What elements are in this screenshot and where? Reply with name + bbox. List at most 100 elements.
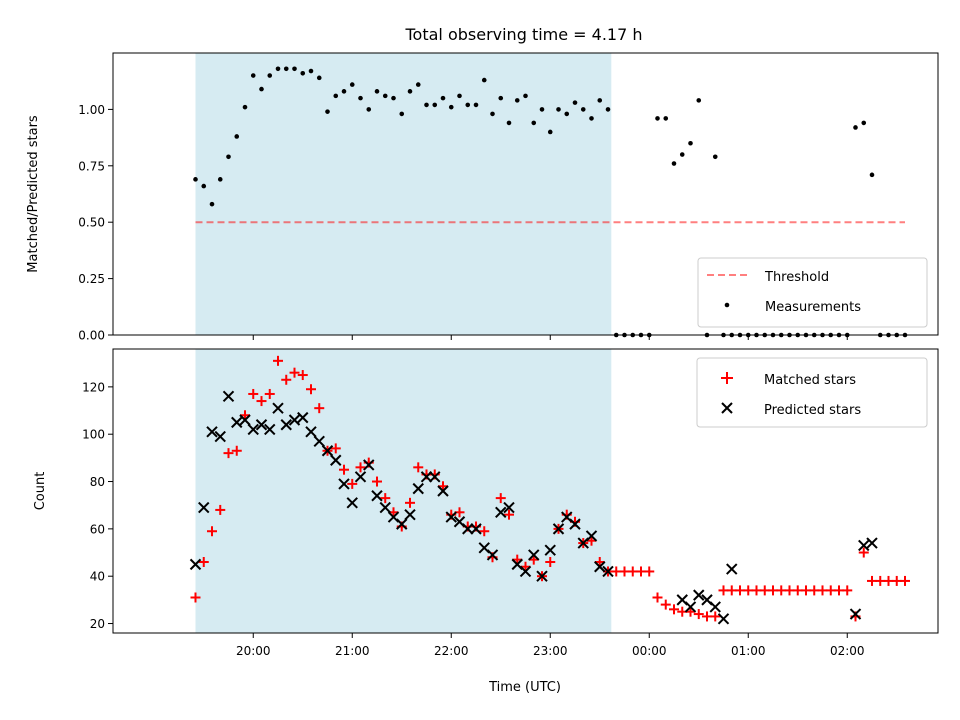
predicted-star-point — [313, 435, 325, 448]
bottom-y-tick-label: 20 — [90, 617, 105, 631]
matched-star-point — [380, 493, 391, 504]
matched-star-point — [264, 388, 275, 399]
bottom-x-tick-label: 23:00 — [533, 644, 568, 658]
matched-star-point — [858, 547, 869, 558]
predicted-star-point — [404, 508, 416, 521]
matched-star-point — [413, 462, 424, 473]
matched-star-point — [660, 599, 671, 610]
top-observing-window — [195, 53, 612, 335]
matched-star-point — [644, 566, 655, 577]
top-y-tick-label: 0.75 — [78, 159, 105, 173]
bottom-x-tick-label: 01:00 — [731, 644, 766, 658]
measurement-point — [333, 93, 339, 99]
predicted-star-point — [239, 414, 251, 426]
legend-matched-label: Matched stars — [764, 373, 856, 388]
bottom-x-tick-label: 00:00 — [632, 644, 667, 658]
predicted-star-point — [346, 497, 358, 509]
top-y-tick-label: 1.00 — [78, 103, 105, 117]
predicted-star-point — [437, 485, 449, 497]
bottom-x-tick-label: 02:00 — [830, 644, 865, 658]
measurement-point — [358, 95, 363, 101]
measurement-point — [589, 116, 594, 121]
matched-star-point — [842, 585, 853, 596]
measurement-point — [679, 152, 685, 157]
matched-star-point — [372, 476, 382, 487]
predicted-star-point — [594, 561, 606, 573]
measurement-point — [201, 183, 207, 189]
predicted-star-point — [206, 426, 218, 438]
measurement-point — [514, 98, 520, 103]
predicted-star-point — [288, 414, 301, 426]
predicted-star-point — [866, 537, 878, 549]
predicted-star-point — [858, 539, 870, 552]
matched-star-point — [198, 557, 209, 567]
predicted-star-point — [429, 471, 441, 483]
predicted-star-point — [684, 601, 697, 613]
matched-star-point — [330, 443, 341, 454]
predicted-star-point — [330, 454, 342, 466]
top-legend: Threshold Measurements — [697, 257, 928, 328]
measurement-point — [572, 100, 578, 105]
predicted-star-point — [198, 501, 210, 514]
predicted-star-point — [305, 426, 317, 438]
matched-star-point — [652, 592, 663, 603]
measurement-point — [712, 154, 718, 160]
predicted-star-point — [247, 423, 259, 436]
matched-star-point — [355, 462, 366, 473]
measurement-point — [366, 107, 372, 112]
measurement-point — [688, 140, 693, 146]
matched-star-point — [273, 355, 283, 366]
measurement-point — [531, 120, 537, 126]
matched-star-point — [479, 526, 490, 537]
top-panel: 0.00 0.25 0.50 0.75 1.00 Matched/Predicted s… — [26, 52, 939, 343]
measurement-point — [432, 102, 438, 108]
bottom-y-ticks: 20 40 60 80 100 120 — [82, 380, 113, 631]
measurement-point — [217, 177, 223, 182]
predicted-star-point — [371, 490, 383, 502]
predicted-star-point — [231, 416, 243, 429]
predicted-star-point — [462, 523, 474, 535]
predicted-star-point — [445, 511, 457, 523]
matched-star-point — [306, 384, 316, 395]
predicted-star-point — [354, 471, 367, 483]
measurement-point — [209, 201, 215, 207]
measurement-point — [391, 95, 396, 101]
matched-star-point — [223, 448, 234, 459]
measurement-point — [316, 75, 322, 81]
bottom-panel: 20 40 60 80 100 120 20:00 21:00 22:00 23:00 00:00… — [33, 348, 939, 695]
top-y-tick-label: 0.50 — [78, 216, 105, 230]
bottom-axes-frame — [112, 348, 939, 634]
measurement-point — [407, 89, 413, 94]
matched-star-point — [347, 478, 358, 489]
legend-matched-swatch — [721, 372, 733, 384]
measurement-point — [498, 95, 504, 101]
measurement-point — [424, 102, 429, 108]
matched-star-point — [669, 604, 679, 615]
predicted-star-point — [280, 419, 292, 431]
predicted-star-point — [709, 601, 721, 613]
measurement-point — [448, 104, 454, 110]
measurement-point — [399, 111, 405, 117]
matched-star-point — [495, 493, 506, 504]
predicted-stars-series — [189, 390, 878, 625]
predicted-star-point — [470, 523, 482, 535]
bottom-x-tick-label: 22:00 — [434, 644, 469, 658]
matched-star-point — [504, 509, 514, 520]
matched-star-point — [207, 526, 217, 537]
predicted-star-point — [255, 419, 268, 431]
legend-predicted-label: Predicted stars — [764, 403, 861, 418]
bottom-x-tick-label: 21:00 — [335, 644, 370, 658]
measurement-point — [597, 98, 603, 103]
matched-star-point — [710, 611, 721, 622]
legend-threshold-label: Threshold — [764, 270, 829, 285]
measurement-point — [292, 66, 297, 72]
predicted-star-point — [495, 506, 507, 519]
measurement-point — [655, 116, 660, 121]
measurement-point — [539, 107, 545, 112]
measurement-point — [605, 107, 611, 112]
measurement-point — [226, 154, 231, 160]
predicted-star-point — [544, 544, 556, 556]
matched-star-point — [289, 367, 300, 378]
predicted-star-point — [503, 501, 515, 514]
measurement-point — [242, 104, 248, 110]
